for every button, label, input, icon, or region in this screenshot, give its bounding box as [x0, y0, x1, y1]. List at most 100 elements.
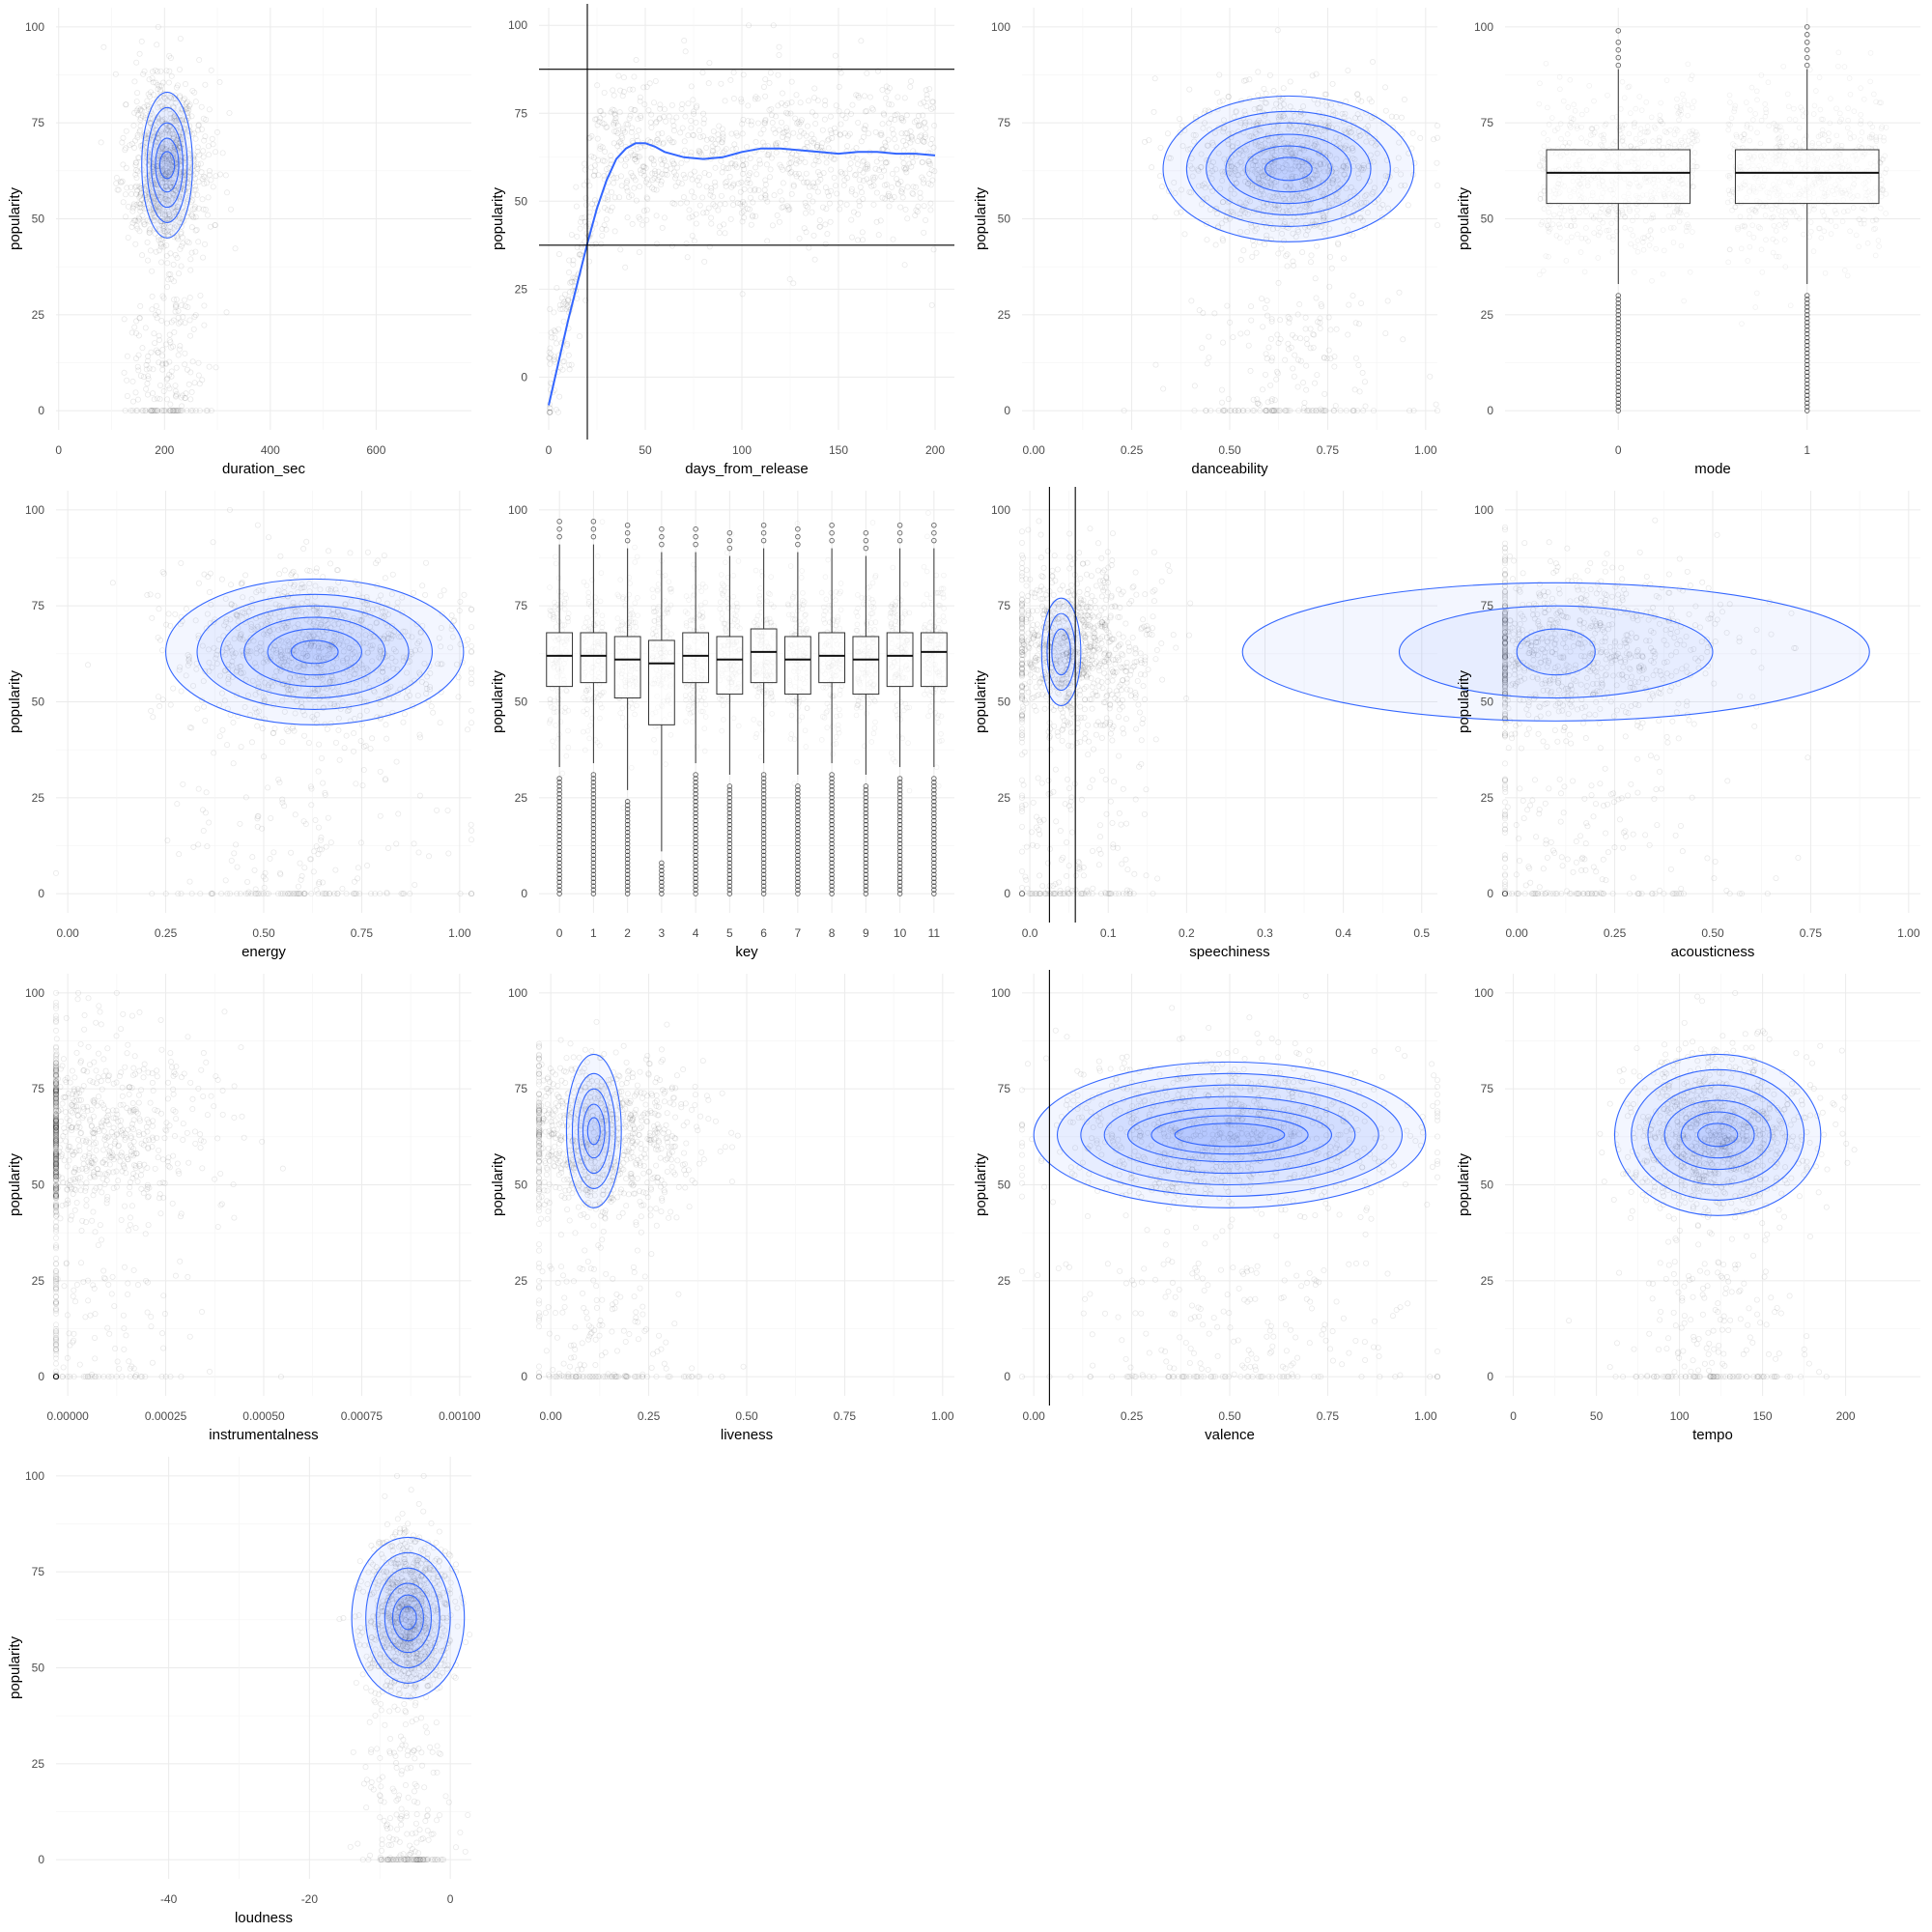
- data-point: [1755, 224, 1762, 230]
- data-point: [202, 174, 209, 181]
- data-point: [1268, 408, 1275, 414]
- data-point: [123, 213, 129, 220]
- data-point: [1752, 209, 1759, 215]
- data-point: [1329, 181, 1336, 187]
- data-point: [112, 71, 119, 77]
- data-point: [1258, 128, 1264, 134]
- data-point: [212, 222, 218, 229]
- data-point: [315, 851, 322, 858]
- data-point: [1269, 194, 1276, 201]
- data-point: [810, 198, 816, 205]
- data-point: [156, 119, 162, 126]
- data-point: [158, 318, 165, 325]
- data-point: [182, 297, 188, 303]
- data-point: [753, 94, 759, 100]
- data-point: [1296, 206, 1303, 213]
- data-point: [1674, 208, 1680, 214]
- data-point: [192, 213, 199, 220]
- data-point: [170, 147, 177, 154]
- data-point: [1354, 111, 1361, 118]
- data-point: [549, 334, 555, 341]
- data-point: [1282, 161, 1289, 168]
- data-point: [139, 345, 146, 352]
- data-point: [1310, 408, 1317, 414]
- data-point: [638, 114, 644, 121]
- data-point: [769, 120, 776, 127]
- outlier-point: [1615, 357, 1622, 364]
- data-point: [650, 161, 657, 168]
- data-point: [166, 358, 173, 365]
- data-point: [554, 284, 560, 291]
- data-point: [705, 171, 712, 178]
- data-point: [843, 201, 850, 208]
- data-point: [1558, 214, 1565, 221]
- data-point: [177, 214, 184, 221]
- data-point: [1591, 230, 1597, 236]
- data-point: [1249, 408, 1256, 414]
- data-point: [1872, 252, 1879, 259]
- data-point: [1300, 103, 1307, 110]
- data-point: [718, 192, 724, 199]
- data-point: [1883, 211, 1889, 216]
- data-point: [1302, 326, 1309, 332]
- data-point: [1257, 143, 1264, 150]
- data-point: [162, 183, 169, 189]
- data-point: [164, 227, 171, 234]
- data-point: [1578, 135, 1584, 141]
- data-point: [1264, 131, 1271, 138]
- data-point: [579, 214, 585, 221]
- data-point: [1297, 335, 1304, 342]
- data-point: [785, 207, 792, 213]
- data-points: [53, 506, 474, 897]
- data-point: [137, 191, 144, 198]
- data-point: [154, 153, 160, 159]
- data-point: [1783, 133, 1789, 140]
- data-point: [684, 254, 691, 261]
- data-point: [137, 208, 144, 214]
- data-point: [616, 148, 623, 155]
- data-point: [1681, 298, 1687, 304]
- data-point: [1597, 210, 1604, 215]
- data-point: [1619, 209, 1626, 215]
- y-tick-label: 25: [1481, 308, 1494, 322]
- data-point: [1293, 159, 1299, 166]
- data-point: [1546, 228, 1552, 235]
- data-point: [180, 240, 186, 246]
- data-point: [1771, 120, 1777, 127]
- data-point: [1725, 127, 1732, 133]
- data-point: [1841, 64, 1848, 70]
- data-point: [548, 351, 554, 357]
- data-point: [1262, 110, 1268, 117]
- data-point: [623, 180, 630, 186]
- data-point: [640, 208, 647, 214]
- data-point: [1869, 131, 1875, 138]
- data-point: [423, 681, 430, 688]
- data-point: [862, 127, 868, 133]
- data-point: [1777, 143, 1784, 150]
- data-point: [177, 343, 184, 350]
- data-point: [709, 143, 716, 150]
- data-point: [597, 146, 604, 153]
- data-point: [844, 143, 851, 150]
- data-point: [1285, 224, 1292, 231]
- data-point: [637, 215, 643, 222]
- data-point: [173, 223, 180, 230]
- data-point: [1663, 77, 1670, 83]
- data-point: [1589, 126, 1596, 132]
- data-point: [921, 120, 927, 127]
- data-point: [661, 214, 668, 221]
- data-point: [1805, 208, 1812, 214]
- data-point: [1274, 193, 1281, 200]
- data-point: [213, 651, 220, 658]
- data-point: [159, 172, 166, 179]
- data-point: [1346, 125, 1352, 131]
- data-point: [168, 373, 175, 380]
- data-point: [1628, 226, 1634, 233]
- data-point: [1236, 172, 1242, 179]
- data-point: [708, 188, 715, 195]
- x-tick-label: 0.00: [1022, 443, 1045, 457]
- data-point: [177, 319, 184, 326]
- data-point: [134, 134, 141, 141]
- data-point: [301, 584, 308, 591]
- data-point: [1220, 408, 1227, 414]
